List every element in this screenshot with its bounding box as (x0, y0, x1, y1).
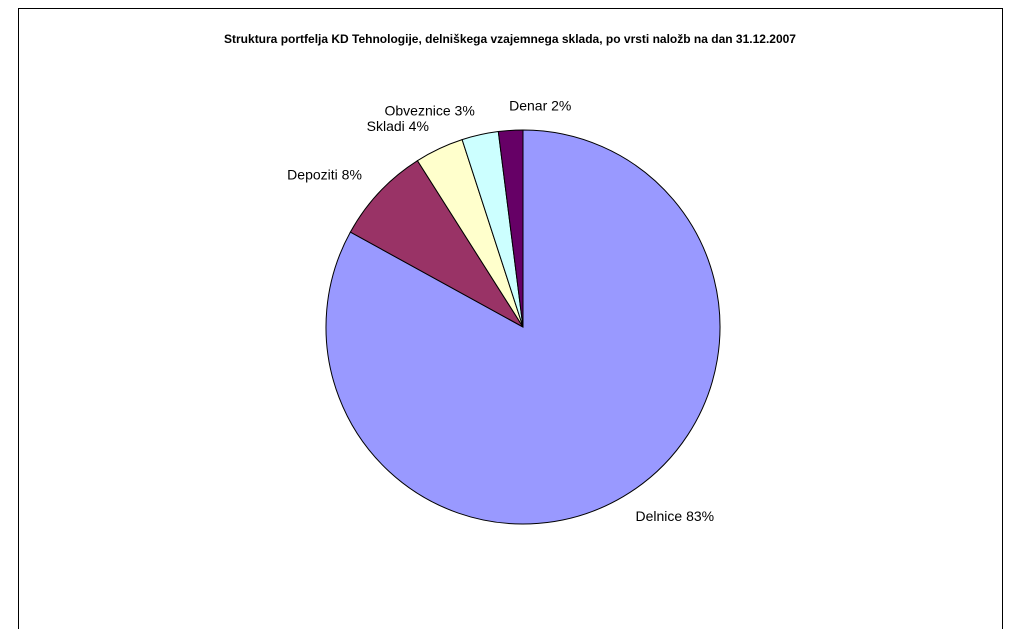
slice-value-label: 83% (686, 508, 714, 524)
slice-category: Obveznice (385, 102, 451, 118)
slice-label: Skladi 4% (367, 118, 429, 134)
slice-category: Skladi (367, 118, 405, 134)
chart-title: Struktura portfelja KD Tehnologije, deln… (224, 32, 796, 46)
slice-label: Delnice 83% (635, 508, 714, 524)
slice-category: Depoziti (287, 166, 338, 182)
slice-value-label: 2% (551, 97, 571, 113)
slice-category: Delnice (635, 508, 682, 524)
slice-label: Depoziti 8% (287, 166, 362, 182)
slice-label: Obveznice 3% (385, 102, 475, 118)
slice-value-label: 4% (409, 118, 429, 134)
pie-slice (349, 159, 524, 328)
slice-label: Denar 2% (509, 97, 571, 113)
slice-category: Denar (509, 97, 547, 113)
pie-slice (497, 129, 524, 328)
slice-value-label: 3% (455, 102, 475, 118)
slice-value-label: 8% (342, 166, 362, 182)
